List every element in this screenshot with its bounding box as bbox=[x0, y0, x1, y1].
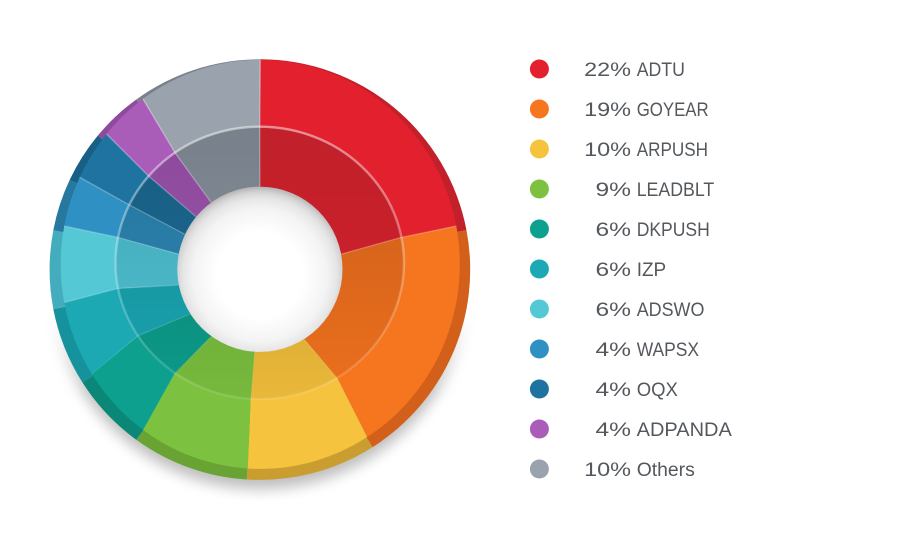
svg-text:IZP: IZP bbox=[637, 259, 667, 281]
svg-text:4%: 4% bbox=[596, 339, 632, 361]
svg-text:DKPUSH: DKPUSH bbox=[637, 219, 710, 241]
svg-text:10%: 10% bbox=[584, 139, 631, 161]
svg-text:ADSWO: ADSWO bbox=[637, 299, 705, 321]
svg-text:ADTU: ADTU bbox=[637, 59, 685, 81]
svg-text:10%: 10% bbox=[584, 459, 631, 481]
svg-text:WAPSX: WAPSX bbox=[637, 339, 699, 361]
svg-text:6%: 6% bbox=[596, 219, 632, 241]
svg-text:9%: 9% bbox=[596, 179, 632, 201]
svg-text:19%: 19% bbox=[584, 99, 631, 121]
svg-text:6%: 6% bbox=[596, 259, 632, 281]
svg-text:22%: 22% bbox=[584, 59, 631, 81]
svg-text:4%: 4% bbox=[596, 379, 632, 401]
svg-text:OQX: OQX bbox=[637, 379, 678, 401]
svg-text:GOYEAR: GOYEAR bbox=[637, 99, 709, 121]
svg-text:ADPANDA: ADPANDA bbox=[637, 419, 732, 441]
svg-text:ARPUSH: ARPUSH bbox=[637, 139, 708, 161]
svg-text:Others: Others bbox=[637, 459, 695, 481]
svg-text:4%: 4% bbox=[596, 419, 632, 441]
svg-text:LEADBLT: LEADBLT bbox=[637, 179, 715, 201]
svg-text:6%: 6% bbox=[596, 299, 632, 321]
